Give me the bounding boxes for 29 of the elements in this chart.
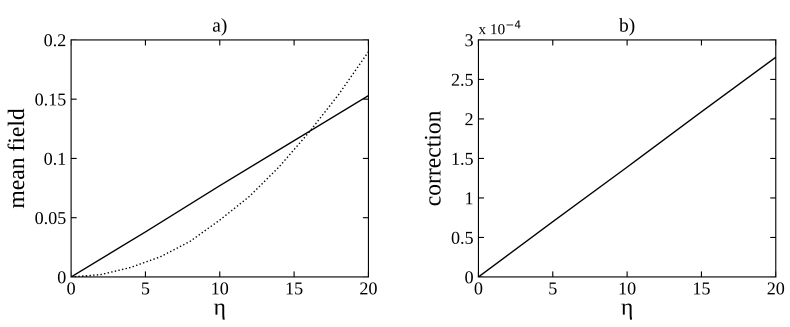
x-tick-label: 20 (768, 282, 784, 295)
y-tick-label: 0.15 (35, 93, 66, 106)
y-tick-label: 0.05 (35, 212, 66, 224)
x-tick-label: 0 (67, 282, 75, 295)
x-tick-label: 10 (212, 282, 228, 295)
x-tick-label: 5 (549, 282, 557, 295)
x-tick-label: 10 (620, 282, 636, 295)
y-tick-label: 0 (465, 271, 473, 284)
x-tick-label: 5 (142, 282, 150, 295)
x-axis-title: η (621, 303, 632, 320)
y-axis-title: mean field (7, 108, 24, 208)
y-tick-label: 1 (466, 192, 472, 204)
chart-title: a) (212, 18, 226, 36)
y-tick-label: 0.1 (44, 152, 66, 165)
x-tick-label: 20 (360, 282, 377, 295)
y-tick-label: 0.2 (44, 34, 66, 46)
y-tick-label: 0 (58, 271, 66, 284)
y-axis-title: correction (424, 110, 441, 206)
x-tick-label: 15 (694, 282, 710, 295)
y-tick-label: 1.5 (452, 152, 473, 165)
chart-title: b) (619, 18, 634, 36)
y-tick-label: 2.5 (452, 74, 473, 86)
x-tick-label: 0 (474, 282, 482, 295)
x-axis-title: η (214, 303, 225, 320)
y-tick-label: 2 (465, 113, 473, 126)
y-tick-label: 0.5 (452, 232, 473, 244)
y-tick-label: 3 (465, 34, 473, 46)
x-tick-label: 15 (286, 282, 302, 295)
text: x 10$^{−4}$ (478, 20, 520, 34)
